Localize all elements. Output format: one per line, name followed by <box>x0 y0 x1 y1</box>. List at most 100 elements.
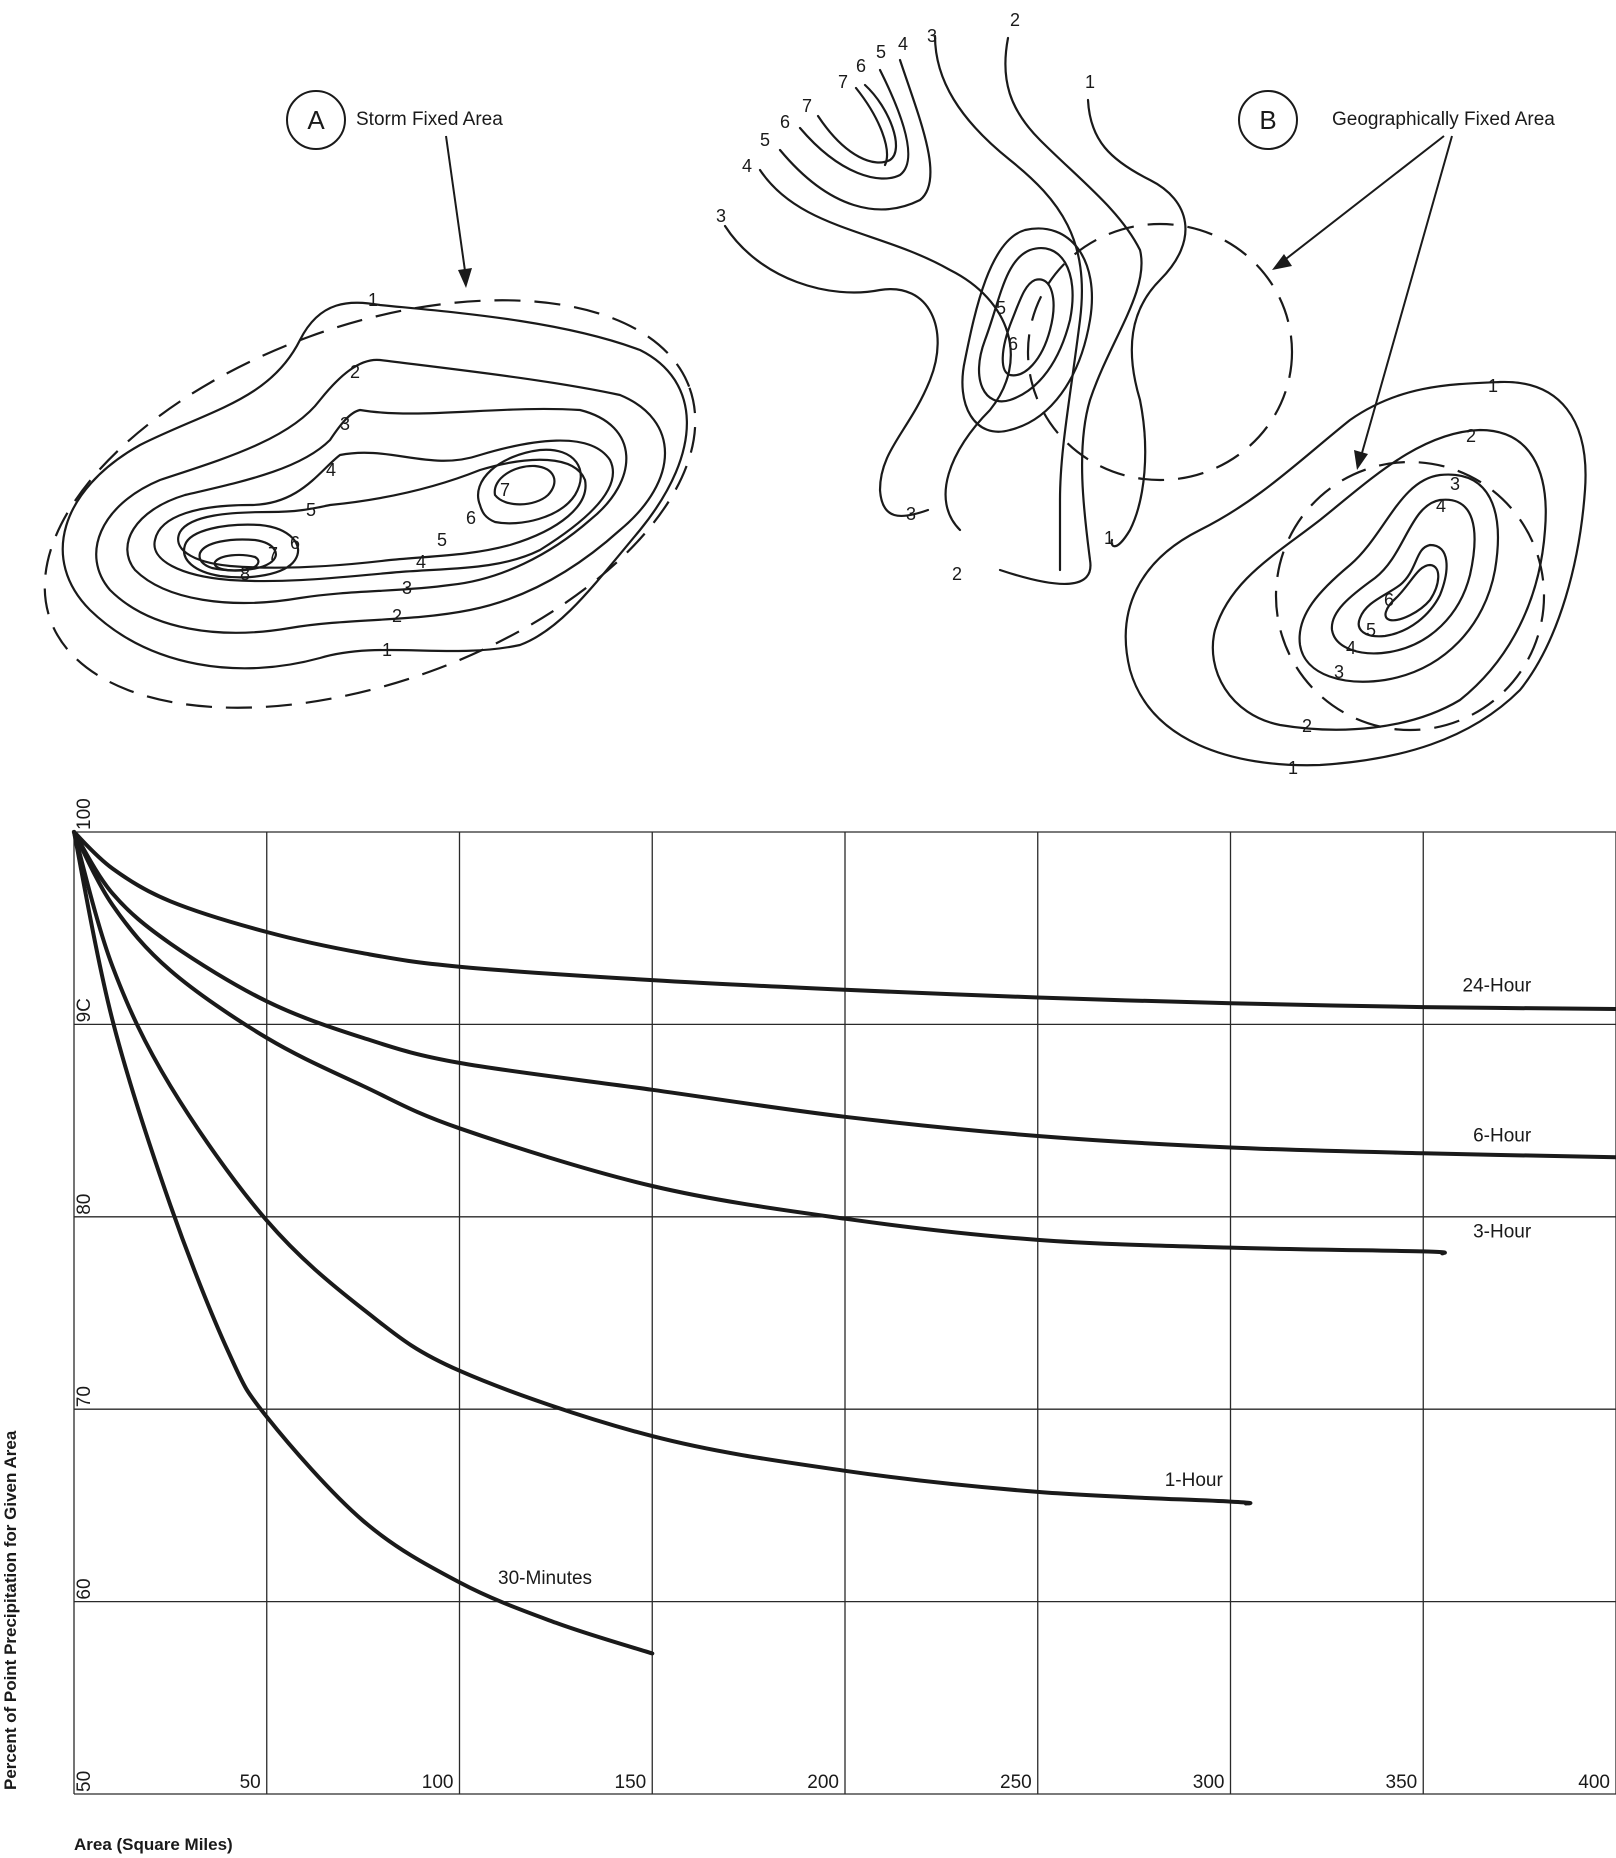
series-line-3-hour <box>72 830 1447 1256</box>
contour-b-5-left <box>778 58 932 211</box>
fixed-area-circle-1 <box>1026 222 1294 482</box>
panel-a-diagram: A Storm Fixed Area 1 2 3 4 5 6 7 8 6 7 5… <box>43 90 697 709</box>
contour-b-label-1-low: 1 <box>1104 528 1114 548</box>
y-tick-label-100: 100 <box>74 798 95 830</box>
contour-b-label-6: 6 <box>780 112 790 132</box>
panel-a-badge <box>286 90 346 150</box>
contour-b-7-top <box>854 86 889 167</box>
series-line-30-minutes <box>72 830 655 1656</box>
contour-a-3 <box>126 407 628 605</box>
contour-b-3-left <box>723 224 939 518</box>
contour-a-7b <box>198 538 277 572</box>
panel-b-badge <box>1238 90 1298 150</box>
x-tick-label-200: 200 <box>807 1772 839 1793</box>
contour-b2-label-5: 5 <box>1366 620 1376 640</box>
contour-b-label-6-core: 6 <box>1008 334 1018 354</box>
contour-b2-5 <box>1357 543 1448 638</box>
series-label-1-hour: 1-Hour <box>1165 1470 1224 1491</box>
y-axis-title: Percent of Point Precipitation for Given… <box>1 1430 20 1790</box>
contour-b-label-2-low: 2 <box>952 564 962 584</box>
y-tick-label-80: 80 <box>74 1194 95 1215</box>
contour-b-label-4-top: 4 <box>898 34 908 54</box>
y-tick-label-70: 70 <box>74 1386 95 1407</box>
contour-a-4 <box>153 439 614 583</box>
contour-a-label-7b: 7 <box>268 544 278 564</box>
series-label-24-hour: 24-Hour <box>1463 975 1532 996</box>
contour-a-label-8: 8 <box>240 564 250 584</box>
contour-b-1 <box>1086 98 1187 548</box>
contour-b-4 <box>758 168 1012 532</box>
series-line-6-hour <box>72 830 1616 1160</box>
contour-a-label-4b: 4 <box>416 552 426 572</box>
contour-a-6a <box>477 448 582 525</box>
contour-b2-1 <box>1124 380 1587 767</box>
panel-b-arrowhead-2 <box>1354 450 1368 470</box>
contour-a-label-1b: 1 <box>382 640 392 660</box>
contour-a-7a <box>493 464 556 506</box>
contour-b-label-1-top: 1 <box>1085 72 1095 92</box>
series-line-24-hour <box>72 830 1616 1011</box>
contour-b-4-core <box>961 227 1093 433</box>
contour-b-label-6-top: 6 <box>856 56 866 76</box>
panel-a-arrowhead <box>458 268 472 288</box>
chart-series-labels: 24-Hour 6-Hour 3-Hour 1-Hour 30-Minutes <box>498 975 1532 1589</box>
contour-b-label-4: 4 <box>742 156 752 176</box>
contour-b-label-3-top: 3 <box>927 26 937 46</box>
x-tick-label-100: 100 <box>422 1772 454 1793</box>
panel-a-arrow <box>445 135 467 279</box>
contour-b2-label-3b: 3 <box>1334 662 1344 682</box>
contour-b2-label-6: 6 <box>1384 590 1394 610</box>
x-axis-title: Area (Square Miles) <box>74 1835 233 1854</box>
contour-b2-4 <box>1330 498 1476 655</box>
contour-b2-label-4: 4 <box>1436 496 1446 516</box>
contour-b-6-left <box>798 68 910 180</box>
chart-grid <box>73 831 1616 1795</box>
contour-b-label-7-top: 7 <box>838 72 848 92</box>
fixed-area-circle-2 <box>1274 460 1546 732</box>
chart-tick-labels: 50 100 150 200 250 300 350 400 50 60 70 80 9C 100 <box>74 798 1610 1793</box>
y-tick-label-60: 60 <box>74 1578 95 1599</box>
contour-b-label-3-low: 3 <box>906 504 916 524</box>
panel-b-letter: B <box>1259 105 1276 135</box>
contour-a-label-4: 4 <box>326 460 336 480</box>
contour-b-5-core <box>977 247 1074 403</box>
contour-b-label-5-core: 5 <box>996 298 1006 318</box>
contour-b-3-right <box>933 34 1083 572</box>
contour-b2-label-1: 1 <box>1488 376 1498 396</box>
contour-a-label-3: 3 <box>340 414 350 434</box>
contour-a-label-5: 5 <box>306 500 316 520</box>
panel-a-title: Storm Fixed Area <box>356 109 503 130</box>
contour-b2-2 <box>1211 428 1547 731</box>
contour-a-1 <box>61 301 688 670</box>
contour-b-label-5-top: 5 <box>876 42 886 62</box>
contour-b2-label-4b: 4 <box>1346 638 1356 658</box>
contour-b2-label-3: 3 <box>1450 474 1460 494</box>
contour-a-label-2: 2 <box>350 362 360 382</box>
y-tick-label-50: 50 <box>74 1771 95 1792</box>
x-tick-label-350: 350 <box>1386 1772 1418 1793</box>
contour-a-label-5b: 5 <box>437 530 447 550</box>
series-label-6-hour: 6-Hour <box>1473 1126 1532 1147</box>
x-tick-label-400: 400 <box>1578 1772 1610 1793</box>
contour-b2-label-2: 2 <box>1466 426 1476 446</box>
contour-a-label-7: 7 <box>500 480 510 500</box>
contour-b2-label-2b: 2 <box>1302 716 1312 736</box>
contour-b-label-7: 7 <box>802 96 812 116</box>
contour-b-label-2-top: 2 <box>1010 10 1020 30</box>
contour-b-7-left <box>816 83 898 164</box>
depth-area-chart: 50 100 150 200 250 300 350 400 50 60 70 80 9C 100 24-… <box>1 798 1616 1854</box>
contour-b2-label-1b: 1 <box>1288 758 1298 778</box>
panel-b-arrowhead-1 <box>1272 254 1292 270</box>
y-tick-label-90: 9C <box>74 998 95 1022</box>
contour-b-label-3: 3 <box>716 206 726 226</box>
x-tick-label-50: 50 <box>240 1772 261 1793</box>
panel-b-arrow-2 <box>1359 135 1453 461</box>
contour-b-2 <box>998 36 1143 585</box>
storm-boundary-dashed <box>43 299 697 709</box>
contour-a-2 <box>95 358 666 634</box>
contour-a-label-2b: 2 <box>392 606 402 626</box>
contour-b-label-5: 5 <box>760 130 770 150</box>
contour-a-5 <box>177 458 587 569</box>
series-line-1-hour <box>72 830 1253 1506</box>
